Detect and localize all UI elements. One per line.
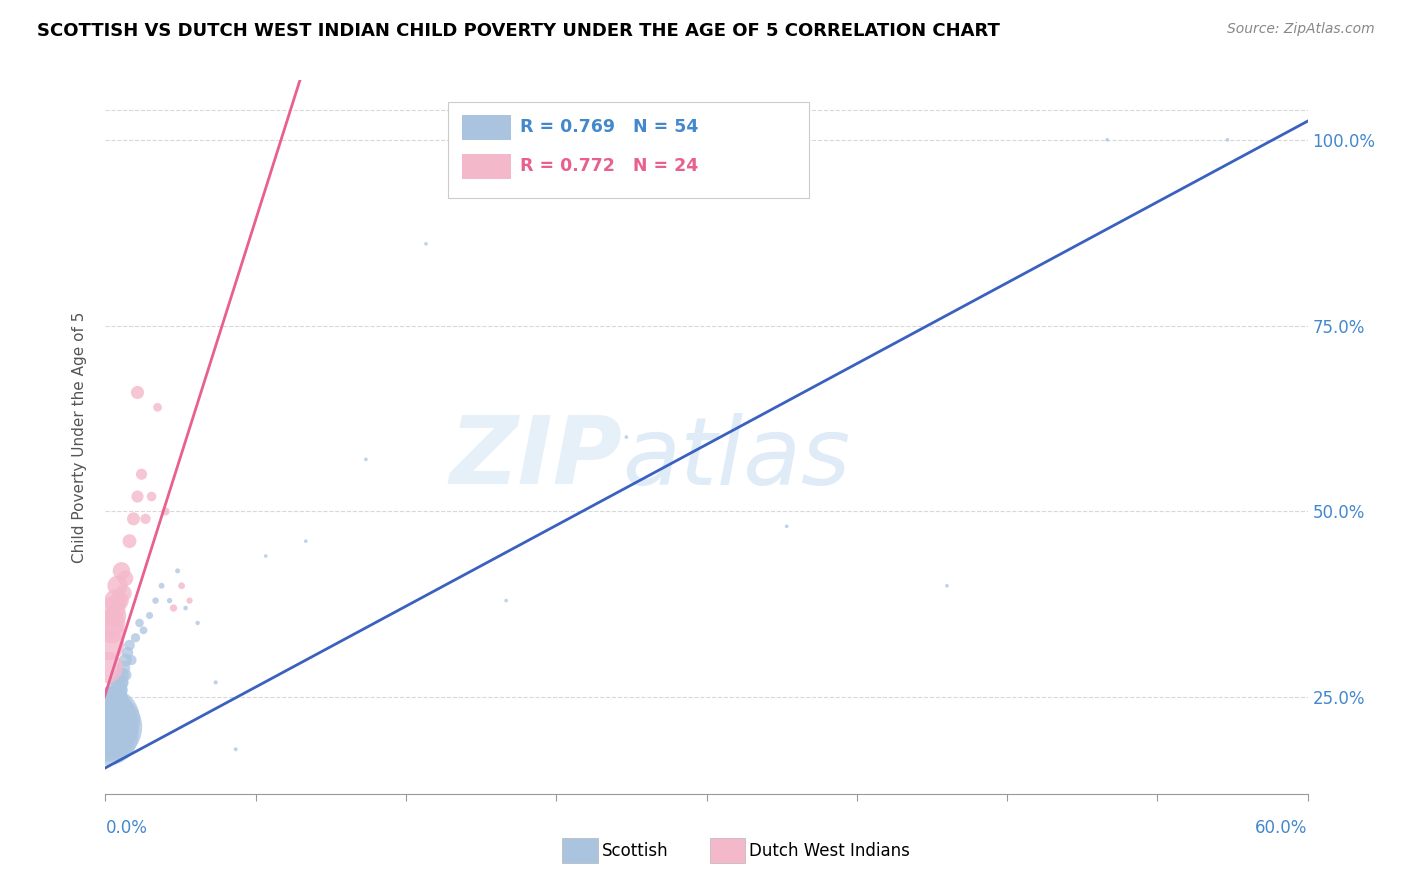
Text: Scottish: Scottish — [602, 842, 668, 860]
Point — [254, 549, 277, 563]
Point — [100, 705, 122, 719]
Point — [103, 713, 125, 727]
Point — [104, 593, 127, 607]
Point — [118, 638, 141, 652]
Point — [96, 660, 118, 674]
Text: Dutch West Indians: Dutch West Indians — [749, 842, 910, 860]
Point — [187, 615, 209, 630]
Point — [104, 705, 127, 719]
Point — [98, 713, 121, 727]
Point — [354, 452, 377, 467]
Point — [135, 512, 157, 526]
Point — [141, 490, 163, 504]
Point — [112, 586, 135, 600]
Point — [132, 624, 155, 638]
Point — [108, 682, 131, 697]
Point — [108, 675, 131, 690]
Point — [103, 720, 125, 734]
Point — [204, 675, 226, 690]
Text: 0.0%: 0.0% — [105, 819, 148, 837]
Y-axis label: Child Poverty Under the Age of 5: Child Poverty Under the Age of 5 — [72, 311, 87, 563]
Point — [103, 705, 125, 719]
Point — [776, 519, 799, 533]
FancyBboxPatch shape — [463, 115, 510, 139]
Point — [225, 742, 247, 756]
Text: R = 0.772   N = 24: R = 0.772 N = 24 — [520, 157, 699, 175]
Point — [107, 698, 129, 712]
Point — [128, 615, 150, 630]
Point — [96, 720, 118, 734]
Point — [121, 653, 143, 667]
Point — [118, 534, 141, 549]
Point — [127, 385, 149, 400]
Text: 60.0%: 60.0% — [1256, 819, 1308, 837]
Point — [104, 690, 127, 705]
Text: R = 0.769   N = 54: R = 0.769 N = 54 — [520, 118, 699, 136]
Point — [495, 593, 517, 607]
Point — [295, 534, 318, 549]
Point — [138, 608, 160, 623]
FancyBboxPatch shape — [463, 154, 510, 178]
Point — [131, 467, 153, 482]
Point — [96, 727, 118, 741]
Text: SCOTTISH VS DUTCH WEST INDIAN CHILD POVERTY UNDER THE AGE OF 5 CORRELATION CHART: SCOTTISH VS DUTCH WEST INDIAN CHILD POVE… — [37, 22, 1000, 40]
Point — [98, 638, 121, 652]
Point — [124, 631, 146, 645]
FancyBboxPatch shape — [449, 102, 808, 198]
Point — [122, 512, 145, 526]
Point — [98, 720, 121, 734]
Point — [616, 430, 638, 444]
Text: ZIP: ZIP — [450, 412, 623, 505]
Point — [100, 713, 122, 727]
Point — [179, 593, 201, 607]
Point — [159, 593, 181, 607]
Point — [110, 564, 132, 578]
Point — [936, 579, 959, 593]
Point — [110, 668, 132, 682]
Point — [98, 720, 121, 734]
Point — [104, 698, 127, 712]
Point — [103, 698, 125, 712]
Point — [114, 571, 136, 585]
Point — [1097, 133, 1119, 147]
Point — [98, 727, 121, 741]
Point — [107, 690, 129, 705]
Point — [110, 675, 132, 690]
Point — [1216, 133, 1239, 147]
Text: atlas: atlas — [623, 413, 851, 504]
Point — [96, 713, 118, 727]
Point — [100, 727, 122, 741]
Point — [145, 593, 167, 607]
Point — [114, 668, 136, 682]
Point — [103, 601, 125, 615]
Point — [117, 646, 139, 660]
Point — [100, 615, 122, 630]
Text: Source: ZipAtlas.com: Source: ZipAtlas.com — [1227, 22, 1375, 37]
Point — [146, 401, 169, 415]
Point — [174, 601, 197, 615]
Point — [112, 660, 135, 674]
Point — [162, 601, 184, 615]
Point — [98, 705, 121, 719]
Point — [170, 579, 193, 593]
Point — [155, 504, 177, 518]
Point — [114, 653, 136, 667]
Point — [100, 624, 122, 638]
Point — [100, 720, 122, 734]
Point — [127, 490, 149, 504]
Point — [107, 682, 129, 697]
Point — [415, 236, 437, 251]
Point — [108, 593, 131, 607]
Point — [150, 579, 173, 593]
Point — [166, 564, 188, 578]
Point — [104, 608, 127, 623]
Point — [107, 579, 129, 593]
